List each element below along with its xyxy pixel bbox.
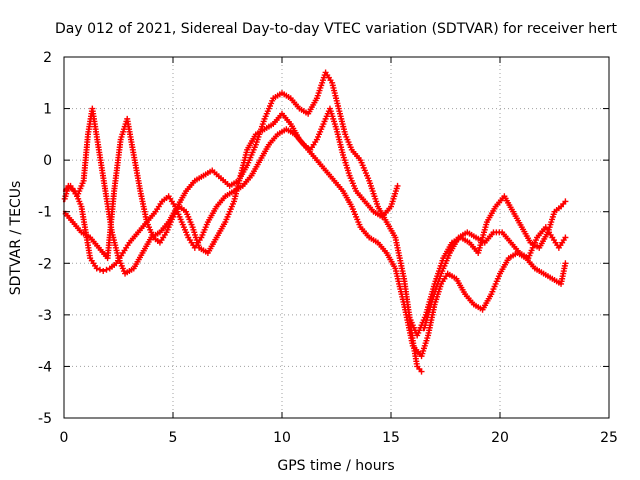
series-track-4	[406, 193, 569, 339]
series-track-5	[421, 224, 569, 332]
series-track-1	[61, 105, 401, 275]
series-track-2	[62, 69, 425, 375]
data-point-marker	[100, 268, 107, 275]
x-tick-label: 10	[273, 430, 291, 446]
data-point-marker	[96, 266, 103, 273]
series-layer	[61, 69, 569, 375]
x-tick-label: 20	[491, 430, 509, 446]
y-tick-label: 2	[43, 50, 52, 66]
x-tick-label: 15	[382, 430, 400, 446]
y-tick-label: 1	[43, 102, 52, 118]
x-axis-label: GPS time / hours	[277, 458, 394, 474]
y-tick-label: -3	[38, 308, 52, 324]
data-point-marker	[103, 266, 110, 273]
data-point-marker	[418, 368, 425, 375]
y-tick-label: 0	[43, 153, 52, 169]
data-point-marker	[93, 265, 100, 272]
x-tick-label: 25	[600, 430, 618, 446]
series-line	[62, 71, 423, 373]
y-tick-label: -5	[38, 411, 52, 427]
data-point-marker	[562, 234, 569, 241]
data-point-marker	[562, 198, 569, 205]
x-tick-label: 0	[60, 430, 69, 446]
x-tick-label: 5	[169, 430, 178, 446]
series-track-3	[62, 110, 569, 360]
chart-title: Day 012 of 2021, Sidereal Day-to-day VTE…	[55, 21, 617, 37]
y-tick-label: -1	[38, 205, 52, 221]
data-point-marker	[394, 182, 401, 189]
y-axis-label: SDTVAR / TECUs	[8, 181, 24, 296]
y-tick-label: -2	[38, 256, 52, 272]
y-tick-label: -4	[38, 359, 52, 375]
plot-frame	[63, 56, 610, 419]
data-point-marker	[562, 260, 569, 267]
